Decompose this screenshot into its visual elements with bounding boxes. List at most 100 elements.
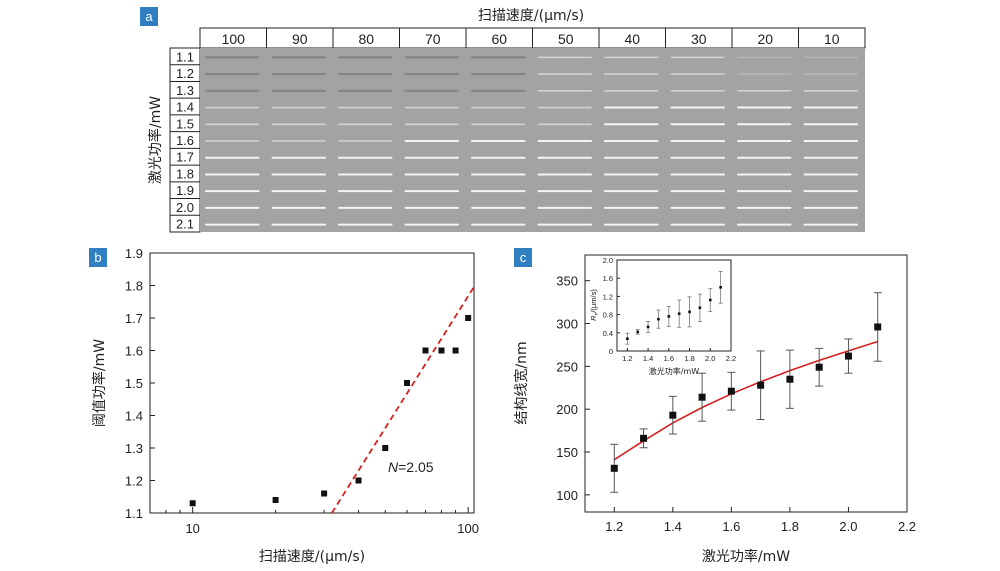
panel-c-xtick-label: 1.2: [605, 519, 623, 534]
inset-xtick-label: 2.2: [726, 354, 736, 363]
power-label: 1.6: [176, 133, 194, 148]
panel-b-point: [404, 380, 411, 386]
inset-frame: [616, 259, 732, 352]
panel-b-ylabel: 阈值功率/mW: [91, 339, 108, 427]
panel-b-ytick-label: 1.6: [125, 344, 143, 359]
inset-ylabel: Rv/(μm/s): [589, 289, 600, 321]
panel-c-point: [669, 411, 677, 419]
panel-c-xtick-label: 1.6: [722, 519, 740, 534]
speed-header-label: 20: [757, 31, 773, 47]
power-label: 1.7: [176, 150, 194, 165]
inset-point: [626, 337, 629, 341]
power-label: 1.3: [176, 83, 194, 98]
written-line-array: [204, 56, 858, 226]
panel-b-xtick-label: 100: [457, 521, 479, 536]
speed-header-row: 100 90 80 70 60 50 40 30 20 10: [199, 27, 866, 49]
panel-b-points: [189, 315, 472, 507]
panel-b-threshold-chart: b 1.1 1.2 1.3 1.4 1.5 1.6 1.7 1.8 1.9 10 100 N=2.0…: [89, 246, 479, 565]
panel-b-fit-line: [331, 286, 475, 514]
panel-a-micrograph: a 扫描速度/(μm/s) 激光功率/mW 100 90 80 70 60 50 40 30 2…: [140, 7, 866, 233]
panel-c-ytick-label: 200: [556, 402, 578, 417]
badge-b-bg: [89, 248, 107, 267]
inset-point: [657, 317, 660, 321]
power-label-column: 1.1 1.2 1.3 1.41.5 1.6 1.71.8 1.9 2.0 2.1: [169, 47, 201, 233]
panel-b-point: [452, 347, 459, 354]
panel-c-linewidth-chart: c 100 150 200 250 300 350 1.2 1.4 1.6 1.8 2.0 2.2 激…: [513, 248, 916, 565]
inset-xtick-label: 1.2: [622, 354, 632, 363]
panel-c-ytick-label: 100: [556, 488, 578, 503]
inset-point: [677, 312, 681, 315]
panel-b-point: [422, 347, 429, 354]
panel-c-ytick-label: 350: [556, 274, 578, 289]
panel-c-point: [815, 363, 823, 371]
panel-b-ytick-label: 1.7: [125, 311, 143, 326]
panel-c-point: [698, 393, 706, 401]
inset-xtick-label: 1.6: [664, 354, 674, 363]
power-label: 1.9: [176, 183, 194, 198]
power-label: 1.2: [176, 66, 194, 81]
speed-header-label: 80: [358, 31, 374, 47]
panel-b-point: [321, 490, 328, 497]
panel-b-ytick-label: 1.2: [125, 474, 143, 489]
inset-ylabel-rest: /(μm/s): [589, 289, 598, 313]
panel-b-point: [465, 315, 472, 321]
panel-c-points: [610, 292, 882, 493]
inset-xtick-label: 1.8: [684, 354, 694, 363]
panel-b-point: [438, 347, 445, 354]
panel-b-ytick-label: 1.4: [125, 409, 143, 424]
speed-header-label: 30: [691, 31, 707, 47]
inset-ytick-label: 1.6: [603, 274, 613, 283]
panel-b-annotation: N=2.05: [388, 459, 434, 475]
panel-c-point: [786, 375, 794, 383]
panel-c-ylabel: 结构线宽/nm: [513, 341, 530, 424]
panel-c-point: [727, 387, 735, 395]
inset-ticks: 0 0.4 0.8 1.2 1.6 2.0 1.2 1.4 1.6 1.8 2.0 2.2: [603, 256, 737, 363]
panel-c-point: [874, 323, 882, 331]
power-label: 2.0: [176, 200, 194, 215]
inset-point: [708, 298, 712, 302]
panel-b-ytick-label: 1.9: [125, 246, 143, 261]
panel-b-xlabel: 扫描速度/(μm/s): [259, 549, 365, 565]
power-label: 1.4: [176, 100, 194, 115]
panel-b-point: [272, 497, 279, 503]
panel-c-point: [757, 381, 765, 389]
panel-c-ytick-label: 300: [556, 317, 578, 332]
inset-ylabel-sub: v: [594, 311, 600, 315]
panel-c-point: [640, 434, 648, 442]
panel-c-point: [844, 352, 852, 360]
badge-c-label: c: [520, 250, 527, 265]
panel-c-fit-curve: [613, 340, 878, 461]
panel-c-ytick-label: 250: [556, 359, 578, 374]
panel-c-plot-frame: [584, 254, 908, 513]
panel-b-annotation-prefix: N: [388, 459, 399, 475]
speed-header-label: 10: [824, 31, 840, 47]
badge-b-label: b: [94, 250, 101, 265]
inset-point: [688, 310, 691, 314]
panel-b-xtick-label: 10: [185, 521, 199, 536]
speed-header-label: 40: [624, 31, 640, 47]
power-label: 1.5: [176, 116, 194, 131]
inset-point: [698, 306, 702, 310]
speed-header-label: 100: [222, 31, 246, 47]
panel-b-ticks: 1.1 1.2 1.3 1.4 1.5 1.6 1.7 1.8 1.9 10 100: [125, 246, 479, 536]
panel-c-xtick-label: 2.0: [839, 519, 857, 534]
badge-a-bg: [140, 7, 158, 26]
panel-b-ytick-label: 1.1: [125, 506, 143, 521]
inset-points: [625, 270, 723, 345]
speed-header-label: 50: [558, 31, 574, 47]
inset-ytick-label: 0: [609, 347, 613, 356]
panel-c-point: [610, 464, 618, 472]
inset-xlabel: 激光功率/mW: [649, 366, 699, 376]
panel-b-ytick-label: 1.8: [125, 279, 143, 294]
inset-ylabel-main: R: [589, 315, 598, 321]
badge-a-label: a: [145, 9, 153, 24]
panel-b-point: [382, 445, 389, 451]
panel-c-ticks: 100 150 200 250 300 350 1.2 1.4 1.6 1.8 2.0 2.2: [556, 274, 916, 534]
inset-xtick-label: 2.0: [705, 354, 715, 363]
panel-c-xtick-label: 1.8: [781, 519, 799, 534]
power-label: 1.8: [176, 166, 194, 181]
panel-b-point: [189, 500, 196, 507]
power-label-frame: [169, 47, 201, 233]
speed-header-label: 90: [292, 31, 308, 47]
